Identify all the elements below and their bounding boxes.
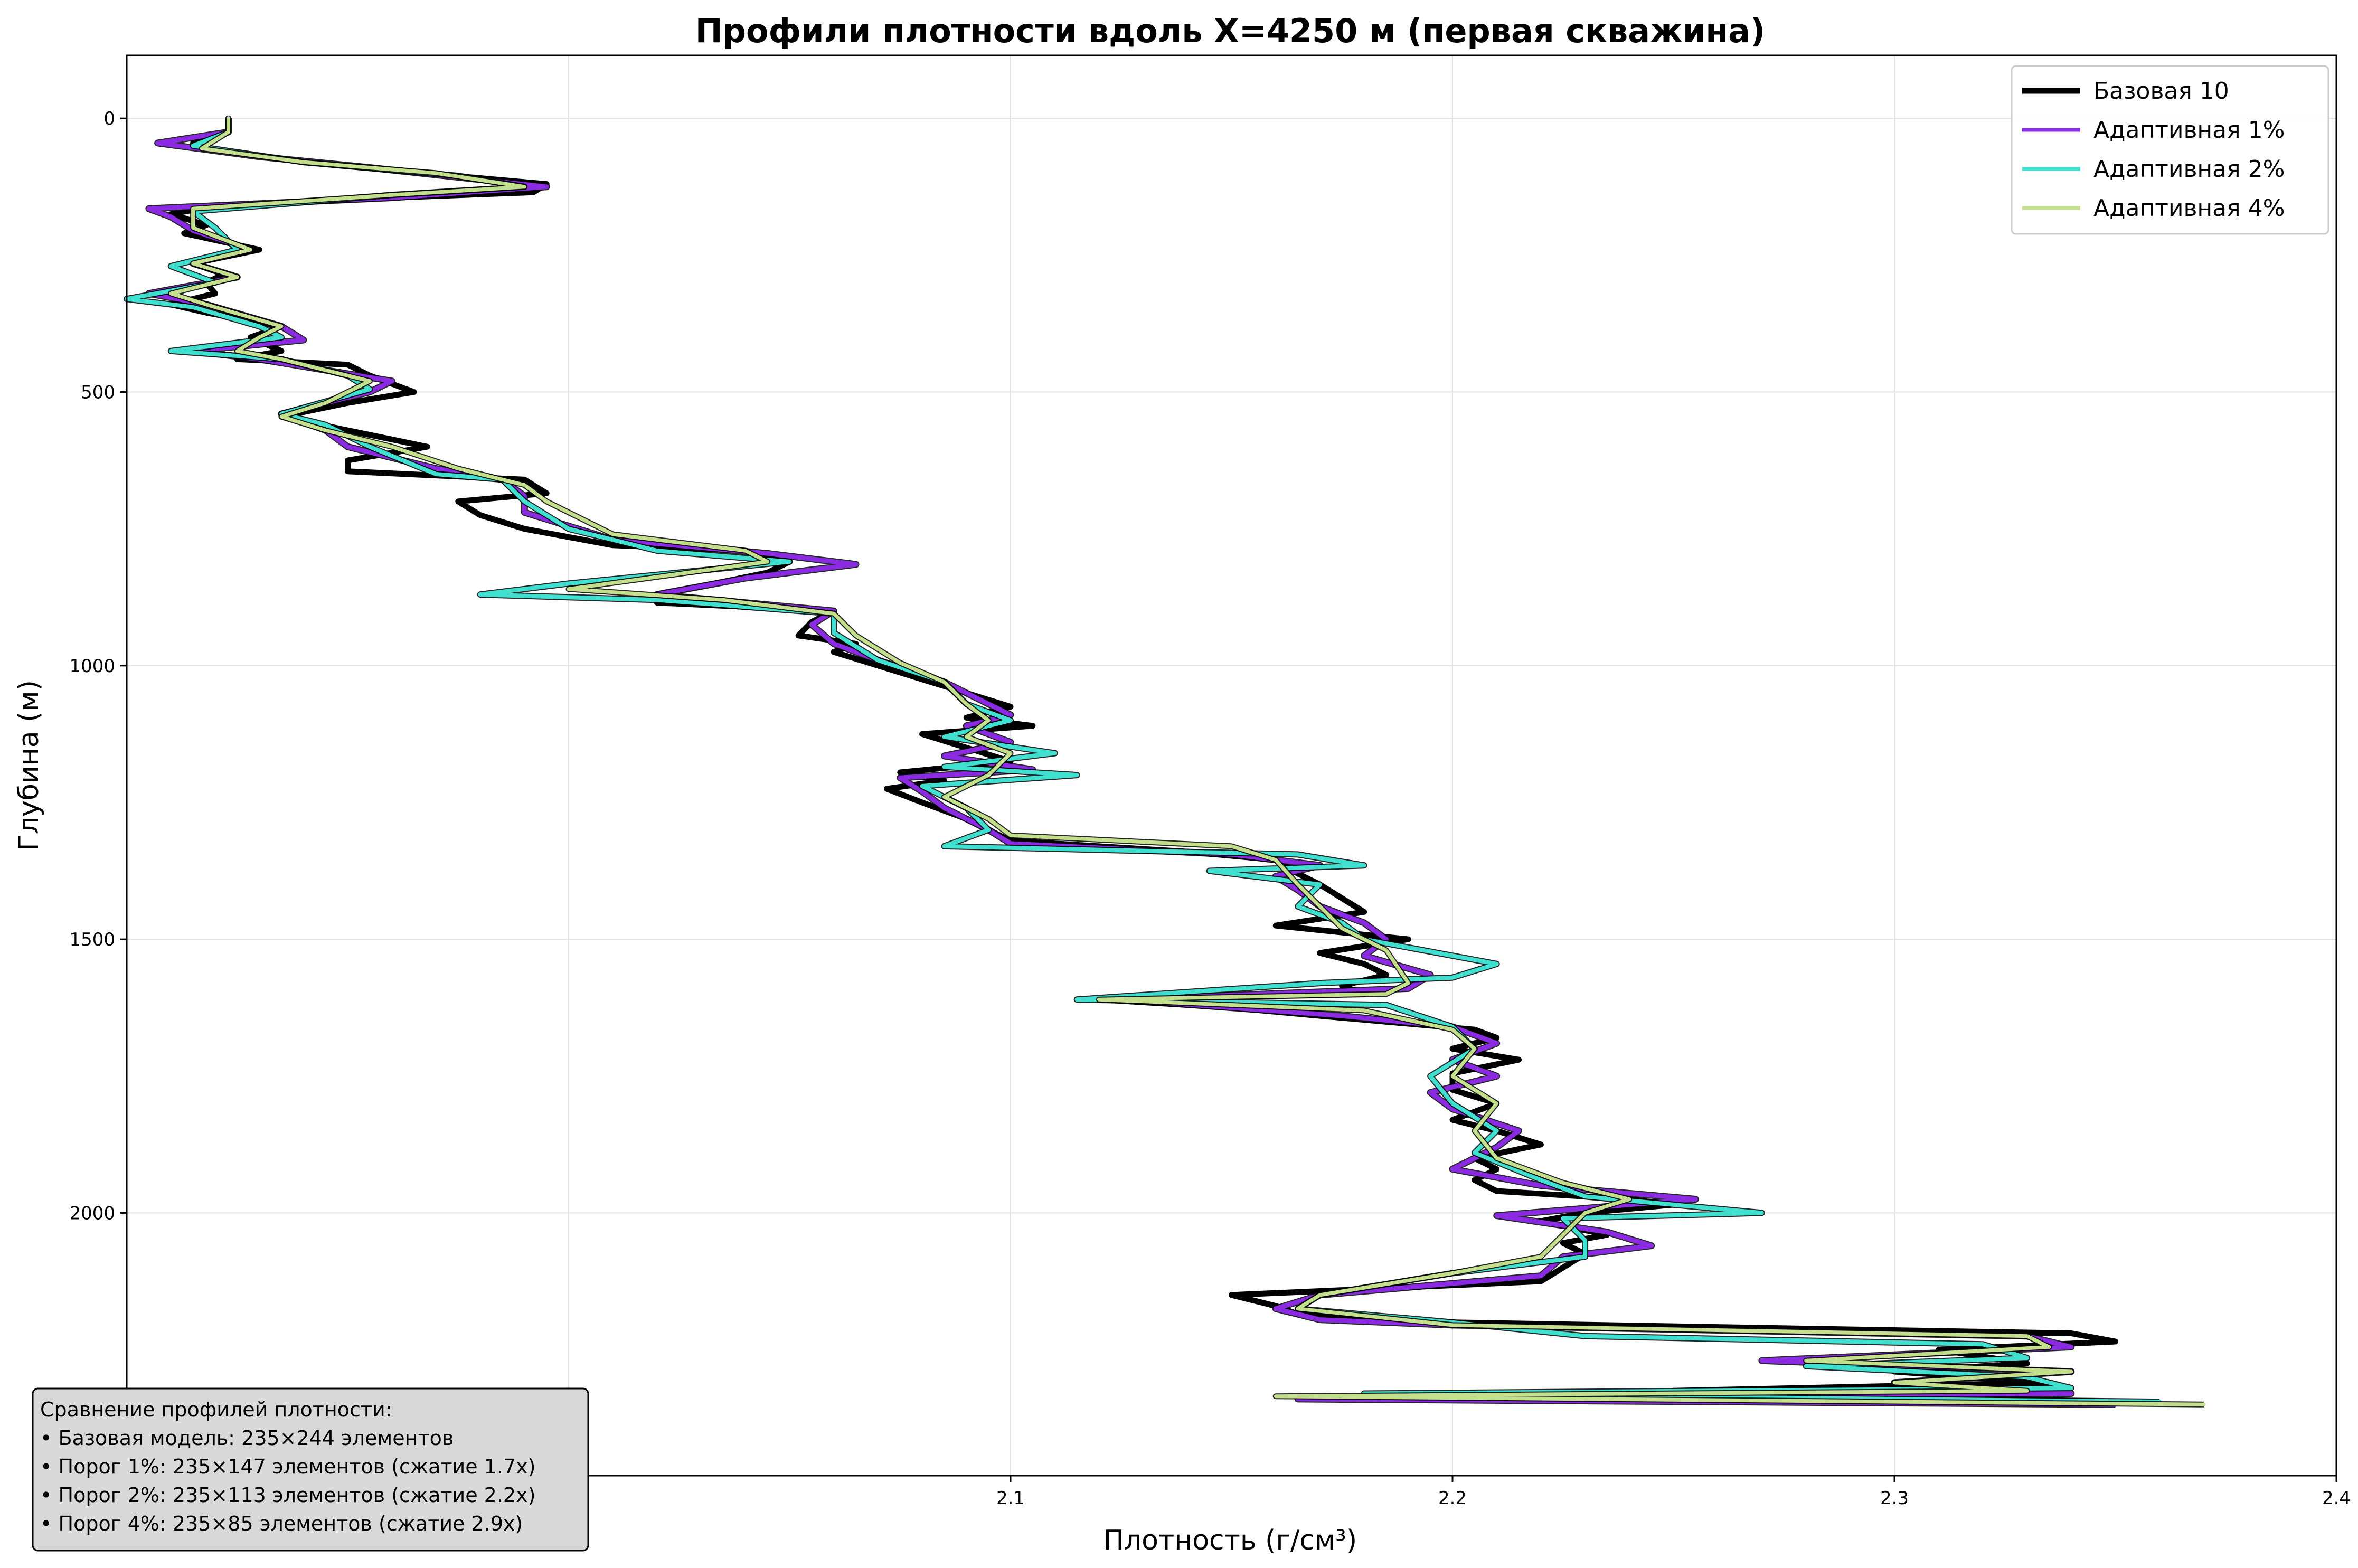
stats-note-line: • Порог 1%: 235×147 элементов (сжатие 1.… <box>40 1455 535 1478</box>
y-tick-label: 1000 <box>69 656 115 677</box>
chart-title: Профили плотности вдоль X=4250 м (первая… <box>695 12 1766 50</box>
series-group <box>124 115 2206 1408</box>
y-tick-label: 1500 <box>69 929 115 950</box>
x-tick-label: 2.2 <box>1438 1488 1467 1509</box>
y-tick-label: 0 <box>103 108 115 129</box>
x-tick-label: 2.1 <box>996 1488 1025 1509</box>
legend-label-base: Базовая 10 <box>2093 78 2229 105</box>
legend: Базовая 10 Адаптивная 1% Адаптивная 2% А… <box>2011 65 2329 235</box>
legend-label-adaptive-4: Адаптивная 4% <box>2093 195 2285 222</box>
x-tick-label: 2.3 <box>1880 1488 1909 1509</box>
legend-label-adaptive-1: Адаптивная 1% <box>2093 117 2285 144</box>
series-line <box>169 116 2206 1406</box>
y-axis-ticks: 0 500 1000 1500 2000 <box>69 108 127 1224</box>
stats-note-line: • Базовая модель: 235×244 элементов <box>40 1427 454 1450</box>
stats-note-line: • Порог 2%: 235×113 элементов (сжатие 2.… <box>40 1484 535 1507</box>
plot-frame <box>126 54 2337 1477</box>
y-tick-label: 2000 <box>69 1203 115 1224</box>
y-tick-label: 500 <box>81 382 115 403</box>
stats-note-box <box>32 1387 589 1552</box>
series-line <box>125 116 2162 1404</box>
stats-note: Сравнение профилей плотности: • Базовая … <box>32 1387 589 1552</box>
y-axis-title: Глубина (м) <box>13 680 45 851</box>
x-axis-title: Плотность (г/см³) <box>1103 1525 1357 1556</box>
legend-box <box>2011 65 2329 235</box>
legend-label-adaptive-2: Адаптивная 2% <box>2093 156 2285 183</box>
x-tick-label: 2.4 <box>2322 1488 2351 1509</box>
stats-note-line: • Порог 4%: 235×85 элементов (сжатие 2.9… <box>40 1512 523 1535</box>
stats-note-line: Сравнение профилей плотности: <box>40 1398 392 1421</box>
